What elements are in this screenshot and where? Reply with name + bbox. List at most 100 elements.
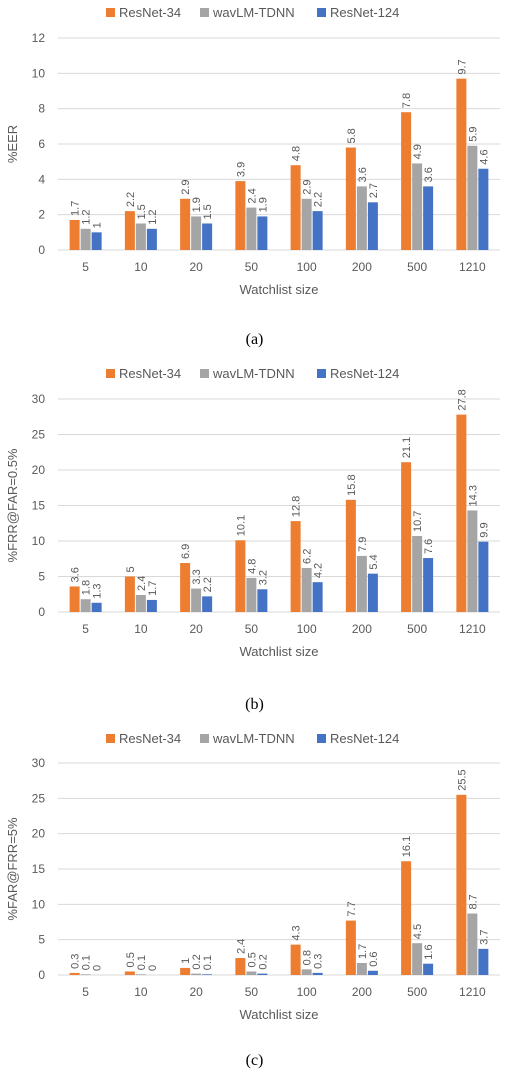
data-label-resnet-34: 4.3 xyxy=(291,925,303,940)
bar-resnet-34 xyxy=(69,219,80,250)
data-label-resnet-34: 3.9 xyxy=(235,162,247,177)
bar-resnet-124 xyxy=(257,216,268,250)
legend-label-wavlm-tdnn: wavLM-TDNN xyxy=(212,5,295,20)
legend-label-resnet-34: ResNet-34 xyxy=(119,366,181,381)
bar-resnet-34 xyxy=(235,540,246,612)
data-label-resnet-124: 3.2 xyxy=(257,570,269,585)
bar-resnet-34 xyxy=(235,181,246,250)
data-label-resnet-124: 9.9 xyxy=(478,522,490,537)
bar-resnet-34 xyxy=(124,576,135,612)
bar-resnet-124 xyxy=(367,970,378,975)
x-tick-label: 200 xyxy=(352,622,372,636)
bar-wavlm-tdnn xyxy=(246,207,257,250)
legend-label-wavlm-tdnn: wavLM-TDNN xyxy=(212,366,295,381)
y-tick-label: 0 xyxy=(38,605,45,619)
legend-swatch-resnet-34 xyxy=(106,8,115,17)
x-tick-label: 5 xyxy=(82,622,89,636)
data-label-resnet-34: 1.7 xyxy=(70,201,82,216)
data-label-wavlm-tdnn: 2.9 xyxy=(302,179,314,194)
x-tick-label: 50 xyxy=(245,985,259,999)
data-label-wavlm-tdnn: 4.9 xyxy=(412,144,424,159)
data-label-wavlm-tdnn: 3.6 xyxy=(357,167,369,182)
data-label-resnet-34: 25.5 xyxy=(456,769,468,790)
bar-resnet-34 xyxy=(345,147,356,250)
x-tick-label: 200 xyxy=(352,985,372,999)
bar-wavlm-tdnn xyxy=(135,223,146,250)
data-label-wavlm-tdnn: 0.8 xyxy=(302,950,314,965)
caption-a: (a) xyxy=(245,331,264,348)
legend-swatch-resnet-34 xyxy=(106,369,115,378)
x-tick-label: 500 xyxy=(407,985,427,999)
x-tick-label: 5 xyxy=(82,260,89,274)
bar-resnet-124 xyxy=(423,186,434,250)
bar-wavlm-tdnn xyxy=(467,145,478,250)
y-tick-label: 4 xyxy=(38,172,45,186)
bar-resnet-34 xyxy=(290,165,301,250)
bar-wavlm-tdnn xyxy=(191,588,202,612)
y-axis-label: %EER xyxy=(5,125,20,163)
data-label-wavlm-tdnn: 0.2 xyxy=(191,954,203,969)
data-label-resnet-34: 1 xyxy=(180,958,192,964)
bar-wavlm-tdnn xyxy=(356,962,367,975)
data-label-resnet-124: 0.6 xyxy=(368,951,380,966)
data-label-resnet-34: 15.8 xyxy=(346,474,358,495)
bar-chart-eer: ResNet-34 wavLM-TDNN ResNet-124 0 2 4 6 8 10 12 %E… xyxy=(5,5,500,297)
bar-resnet-34 xyxy=(456,794,467,975)
chart-panel-a: ResNet-34 wavLM-TDNN ResNet-124 0 2 4 6 8 10 12 %E… xyxy=(0,0,509,300)
bar-wavlm-tdnn xyxy=(191,973,202,975)
data-label-resnet-34: 21.1 xyxy=(401,437,413,458)
chart-panel-c: ResNet-34 wavLM-TDNN ResNet-124 0 5 10 15 20 25 3… xyxy=(0,726,509,1036)
bar-chart-frr: ResNet-34 wavLM-TDNN ResNet-124 0 5 10 15 20 25 3… xyxy=(5,366,500,659)
bar-resnet-34 xyxy=(69,586,80,612)
bar-wavlm-tdnn xyxy=(467,913,478,975)
data-label-resnet-124: 1.2 xyxy=(147,210,159,225)
bar-wavlm-tdnn xyxy=(301,969,312,975)
data-label-resnet-34: 0.3 xyxy=(70,954,82,969)
data-label-wavlm-tdnn: 6.2 xyxy=(302,549,314,564)
legend: ResNet-34 wavLM-TDNN ResNet-124 xyxy=(106,5,399,20)
bar-wavlm-tdnn xyxy=(301,198,312,250)
legend-swatch-resnet-124 xyxy=(317,734,326,743)
bar-wavlm-tdnn xyxy=(412,163,423,250)
data-label-resnet-124: 1.6 xyxy=(423,944,435,959)
data-label-wavlm-tdnn: 1.2 xyxy=(81,210,93,225)
data-label-resnet-124: 1.3 xyxy=(92,583,104,598)
data-label-resnet-124: 1.7 xyxy=(147,581,159,596)
data-label-resnet-124: 3.7 xyxy=(478,930,490,945)
x-axis-label: Watchlist size xyxy=(240,644,319,659)
bar-resnet-34 xyxy=(345,499,356,612)
x-tick-label: 200 xyxy=(352,260,372,274)
bar-wavlm-tdnn xyxy=(80,974,91,975)
data-label-wavlm-tdnn: 4.5 xyxy=(412,924,424,939)
legend-label-resnet-34: ResNet-34 xyxy=(119,731,181,746)
bar-resnet-124 xyxy=(423,963,434,975)
data-label-resnet-34: 27.8 xyxy=(456,389,468,410)
legend-swatch-wavlm-tdnn xyxy=(200,734,209,743)
bar-wavlm-tdnn xyxy=(135,974,146,975)
bar-resnet-34 xyxy=(235,958,246,975)
bar-resnet-124 xyxy=(146,228,157,250)
bar-wavlm-tdnn xyxy=(356,186,367,250)
x-tick-label: 20 xyxy=(189,622,203,636)
bar-resnet-124 xyxy=(146,599,157,612)
bar-resnet-34 xyxy=(180,563,191,612)
data-label-wavlm-tdnn: 5.9 xyxy=(467,126,479,141)
data-label-wavlm-tdnn: 0.1 xyxy=(136,955,148,970)
bar-resnet-34 xyxy=(401,462,412,612)
bar-wavlm-tdnn xyxy=(80,228,91,250)
legend-swatch-wavlm-tdnn xyxy=(200,8,209,17)
legend: ResNet-34 wavLM-TDNN ResNet-124 xyxy=(106,366,399,381)
bar-chart-far: ResNet-34 wavLM-TDNN ResNet-12405101520253… xyxy=(5,731,500,1022)
caption-b: (b) xyxy=(245,696,264,713)
bar-wavlm-tdnn xyxy=(135,594,146,612)
y-tick-label: 0 xyxy=(38,968,45,982)
data-label-wavlm-tdnn: 0.5 xyxy=(246,952,258,967)
x-tick-label: 10 xyxy=(134,260,148,274)
y-tick-label: 15 xyxy=(32,862,46,876)
y-tick-label: 6 xyxy=(38,137,45,151)
data-label-resnet-34: 3.6 xyxy=(70,567,82,582)
bar-wavlm-tdnn xyxy=(356,555,367,612)
data-label-resnet-34: 9.7 xyxy=(456,59,468,74)
data-label-resnet-124: 0.3 xyxy=(313,954,325,969)
data-label-resnet-124: 2.2 xyxy=(313,192,325,207)
